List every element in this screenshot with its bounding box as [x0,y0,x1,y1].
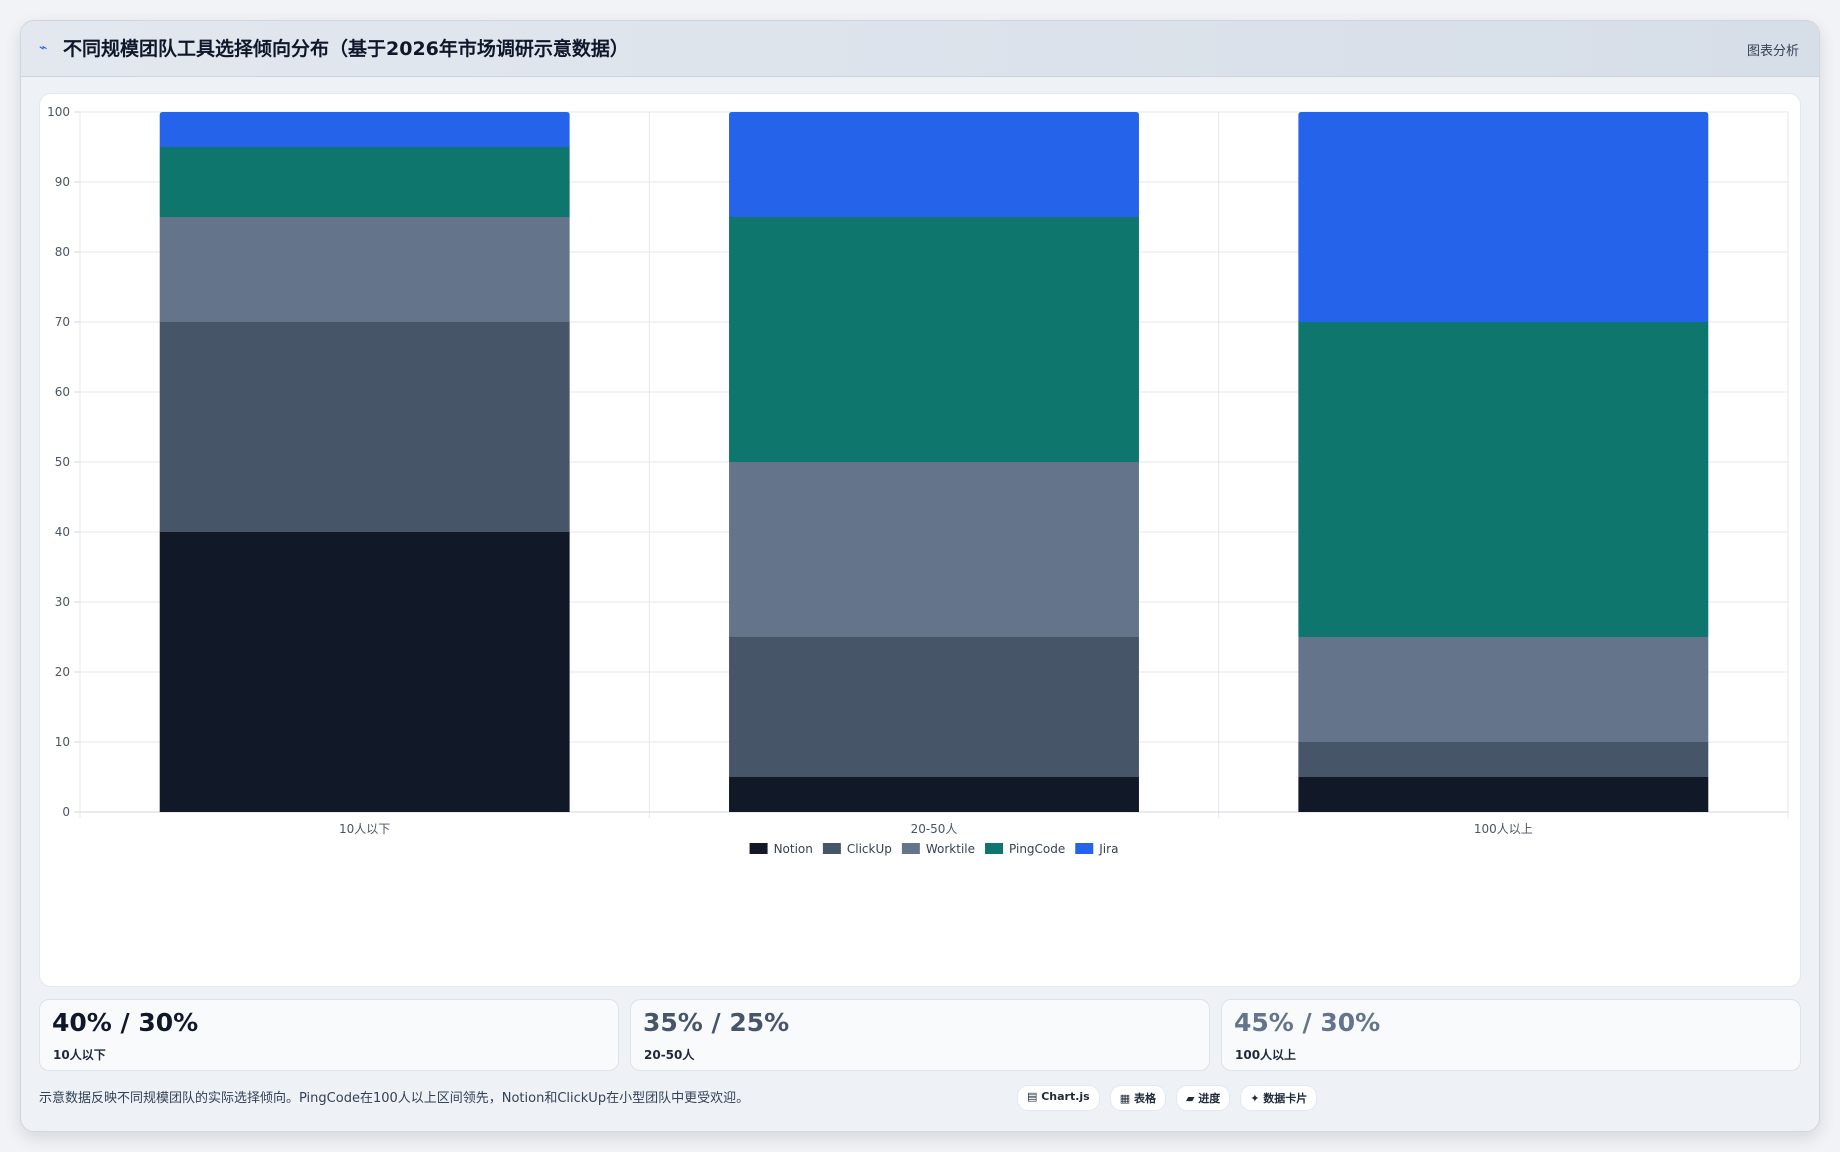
y-tick-label: 0 [62,805,70,819]
bar-segment [159,532,570,812]
bar-segment [729,217,1139,462]
y-tick-label: 70 [55,315,70,329]
bar-segment [729,462,1139,637]
pill-progress[interactable]: ▰ 进度 [1175,1085,1231,1111]
legend-label: Notion [774,842,813,856]
chart-analysis-link[interactable]: 图表分析 [1746,44,1799,59]
y-tick-label: 100 [47,105,70,119]
y-tick-label: 90 [55,175,70,189]
pill-chartjs[interactable]: ▤ Chart.js [1017,1085,1100,1111]
y-tick-label: 50 [55,455,70,469]
stat-label: 20-50人 [644,1048,695,1062]
pill-data-card[interactable]: ✦ 数据卡片 [1240,1085,1318,1111]
card-header: ⌁ 不同规模团队工具选择倾向分布（基于2026年市场调研示意数据） 图表分析 [21,21,1819,77]
stat-label: 10人以下 [53,1048,106,1062]
bar-segment [729,637,1139,777]
trend-icon: ⌁ [39,40,48,56]
legend-swatch [985,843,1004,854]
bar-segment [1298,112,1709,322]
bar-segment [1298,637,1709,742]
legend-swatch [901,843,920,854]
legend-label: PingCode [1009,842,1065,856]
stacked-bar-chart: 0 10 20 30 40 50 60 70 80 90 100 10人以下 20-50人 100人以上 N… [47,105,1789,856]
y-tick-label: 30 [55,595,70,609]
chart-title: 不同规模团队工具选择倾向分布（基于2026年市场调研示意数据） [63,38,629,60]
bar-segment [159,112,570,147]
legend-label: Jira [1098,842,1118,856]
legend-swatch [749,843,768,854]
legend-swatch [822,843,841,854]
legend-label: ClickUp [847,842,892,856]
x-tick-label: 20-50人 [911,822,958,836]
y-tick-label: 10 [55,735,70,749]
stat-card-large: 45% / 30% 100人以上 [1221,999,1801,1071]
tag-pills: ▤ Chart.js ▦ 表格 ▰ 进度 ✦ 数据卡片 [1017,1085,1318,1111]
footnote: 示意数据反映不同规模团队的实际选择倾向。PingCode在100人以上区间领先，… [39,1091,750,1106]
bar-segment [1298,777,1709,812]
bar-segment [1298,322,1709,637]
chart-panel: 0 10 20 30 40 50 60 70 80 90 100 10人以下 20-50人 100人以上 N… [39,93,1801,987]
chart-card: ⌁ 不同规模团队工具选择倾向分布（基于2026年市场调研示意数据） 图表分析 0… [20,20,1820,1132]
y-tick-label: 40 [55,525,70,539]
bar-segment [729,112,1139,217]
y-tick-label: 60 [55,385,70,399]
x-tick-label: 100人以上 [1474,822,1533,836]
bar-segment [1298,742,1709,777]
stat-card-medium: 35% / 25% 20-50人 [630,999,1210,1071]
bar-segment [729,777,1139,812]
stat-value: 45% / 30% [1234,1008,1381,1037]
stat-value: 35% / 25% [643,1008,790,1037]
bar-segment [159,322,570,532]
bar-segment [159,147,570,217]
stat-card-small: 40% / 30% 10人以下 [39,999,619,1071]
bar-segment [159,217,570,322]
x-tick-label: 10人以下 [339,822,390,836]
legend-label: Worktile [926,842,975,856]
stat-value: 40% / 30% [52,1008,199,1037]
legend-swatch [1075,843,1094,854]
y-tick-label: 80 [55,245,70,259]
y-tick-label: 20 [55,665,70,679]
stat-label: 100人以上 [1235,1048,1297,1062]
pill-table[interactable]: ▦ 表格 [1109,1085,1166,1111]
